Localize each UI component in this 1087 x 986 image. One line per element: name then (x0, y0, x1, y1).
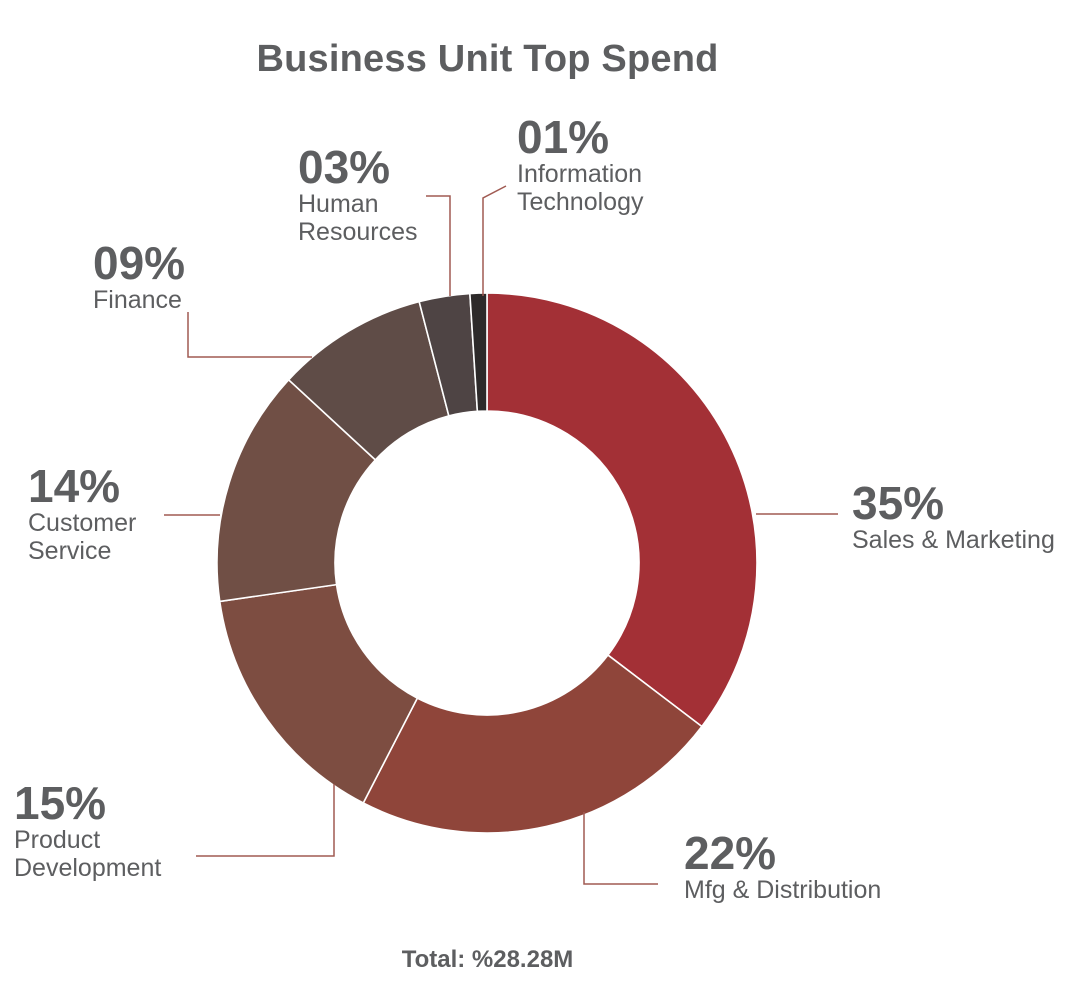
slice-label-information-technology: 01% Information Technology (517, 114, 643, 216)
slice-label-human-resources: 03% Human Resources (298, 144, 418, 246)
slice-information-technology (469, 292, 488, 413)
chart-total: Total: %28.28M (401, 946, 574, 973)
slice-name: Information Technology (517, 160, 644, 216)
slice-label-finance: 09% Finance (93, 240, 185, 314)
leader-finance (187, 312, 312, 358)
slice-label-mfg-distribution: 22% Mfg & Distribution (684, 830, 881, 904)
slice-percent: 14% (28, 460, 121, 512)
slice-percent: 35% (852, 477, 945, 529)
slice-name: Human Resources (298, 190, 418, 246)
leader-product-development (196, 784, 335, 857)
slice-label-customer-service: 14% Customer Service (28, 463, 136, 565)
slice-name: Mfg & Distribution (684, 876, 882, 904)
slice-percent: 03% (298, 141, 391, 193)
slice-label-sales-marketing: 35% Sales & Marketing (852, 480, 1055, 554)
leader-information-technology (482, 185, 507, 296)
slice-percent: 01% (517, 111, 610, 163)
leader-human-resources (426, 195, 451, 296)
slice-name: Sales & Marketing (852, 526, 1055, 554)
slice-name: Finance (93, 286, 182, 314)
slice-label-product-development: 15% Product Development (14, 780, 161, 882)
slice-name: Customer Service (28, 509, 137, 565)
slice-sales-marketing (486, 292, 758, 728)
donut-slices (216, 292, 758, 834)
slice-percent: 09% (93, 237, 186, 289)
leader-mfg-distribution (583, 812, 658, 885)
chart-title: Business Unit Top Spend (256, 38, 719, 80)
slice-percent: 15% (14, 777, 107, 829)
slice-mfg-distribution (362, 653, 703, 834)
slice-percent: 22% (684, 827, 777, 879)
slice-name: Product Development (14, 826, 162, 882)
leader-lines (164, 185, 838, 885)
